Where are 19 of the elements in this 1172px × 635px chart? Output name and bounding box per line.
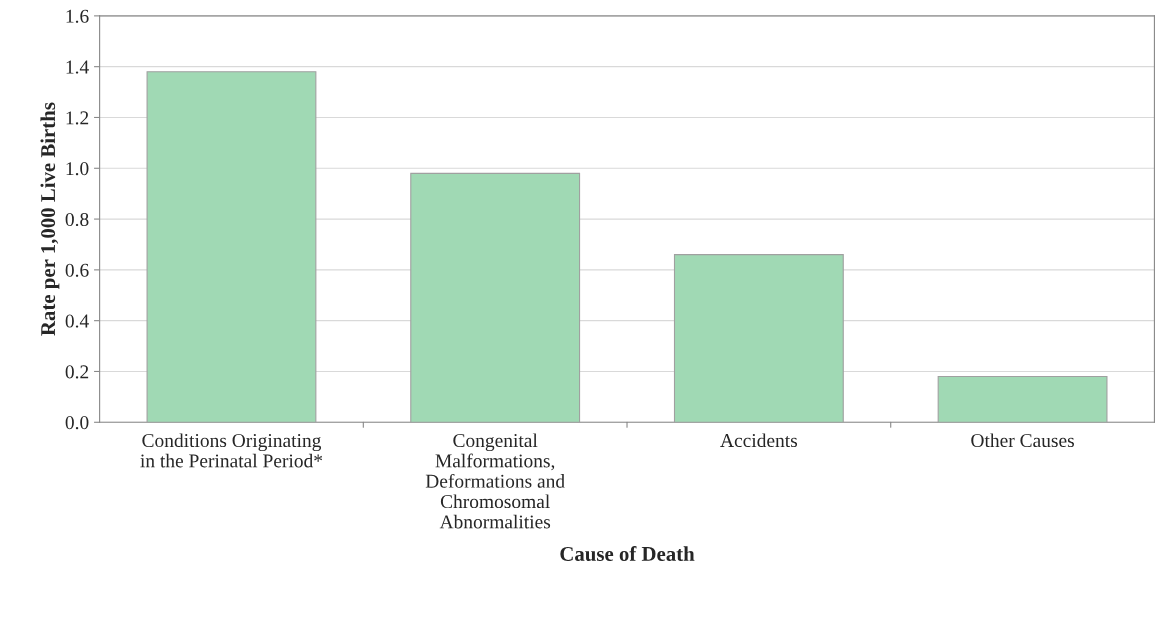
x-tick-label: Accidents: [720, 433, 798, 448]
x-axis-title: Cause of Death: [560, 546, 695, 561]
x-tick-label: Congenital Malformations, Deformations and Chromosomal Abnormalities: [425, 433, 565, 529]
y-tick-label: 1.4: [66, 60, 89, 74]
y-tick-label: 1.0: [66, 162, 89, 176]
y-tick-label: 1.2: [66, 111, 89, 125]
bar: [410, 172, 581, 423]
x-tick-label: Conditions Originating in the Perinatal Period*: [140, 433, 323, 468]
y-tick-label: 1.6: [66, 9, 89, 23]
y-axis-title: Rate per 1,000 Live Births: [40, 102, 60, 336]
y-tick-label: 0.6: [65, 263, 89, 277]
bar: [673, 254, 844, 423]
bar: [937, 375, 1108, 423]
x-tick-label: Other Causes: [971, 433, 1074, 448]
y-tick-label: 0.2: [65, 365, 89, 379]
y-tick-label: 0.0: [65, 416, 89, 430]
y-tick-label: 0.4: [65, 314, 89, 328]
y-tick-label: 0.8: [65, 212, 89, 227]
bar: [146, 71, 317, 423]
